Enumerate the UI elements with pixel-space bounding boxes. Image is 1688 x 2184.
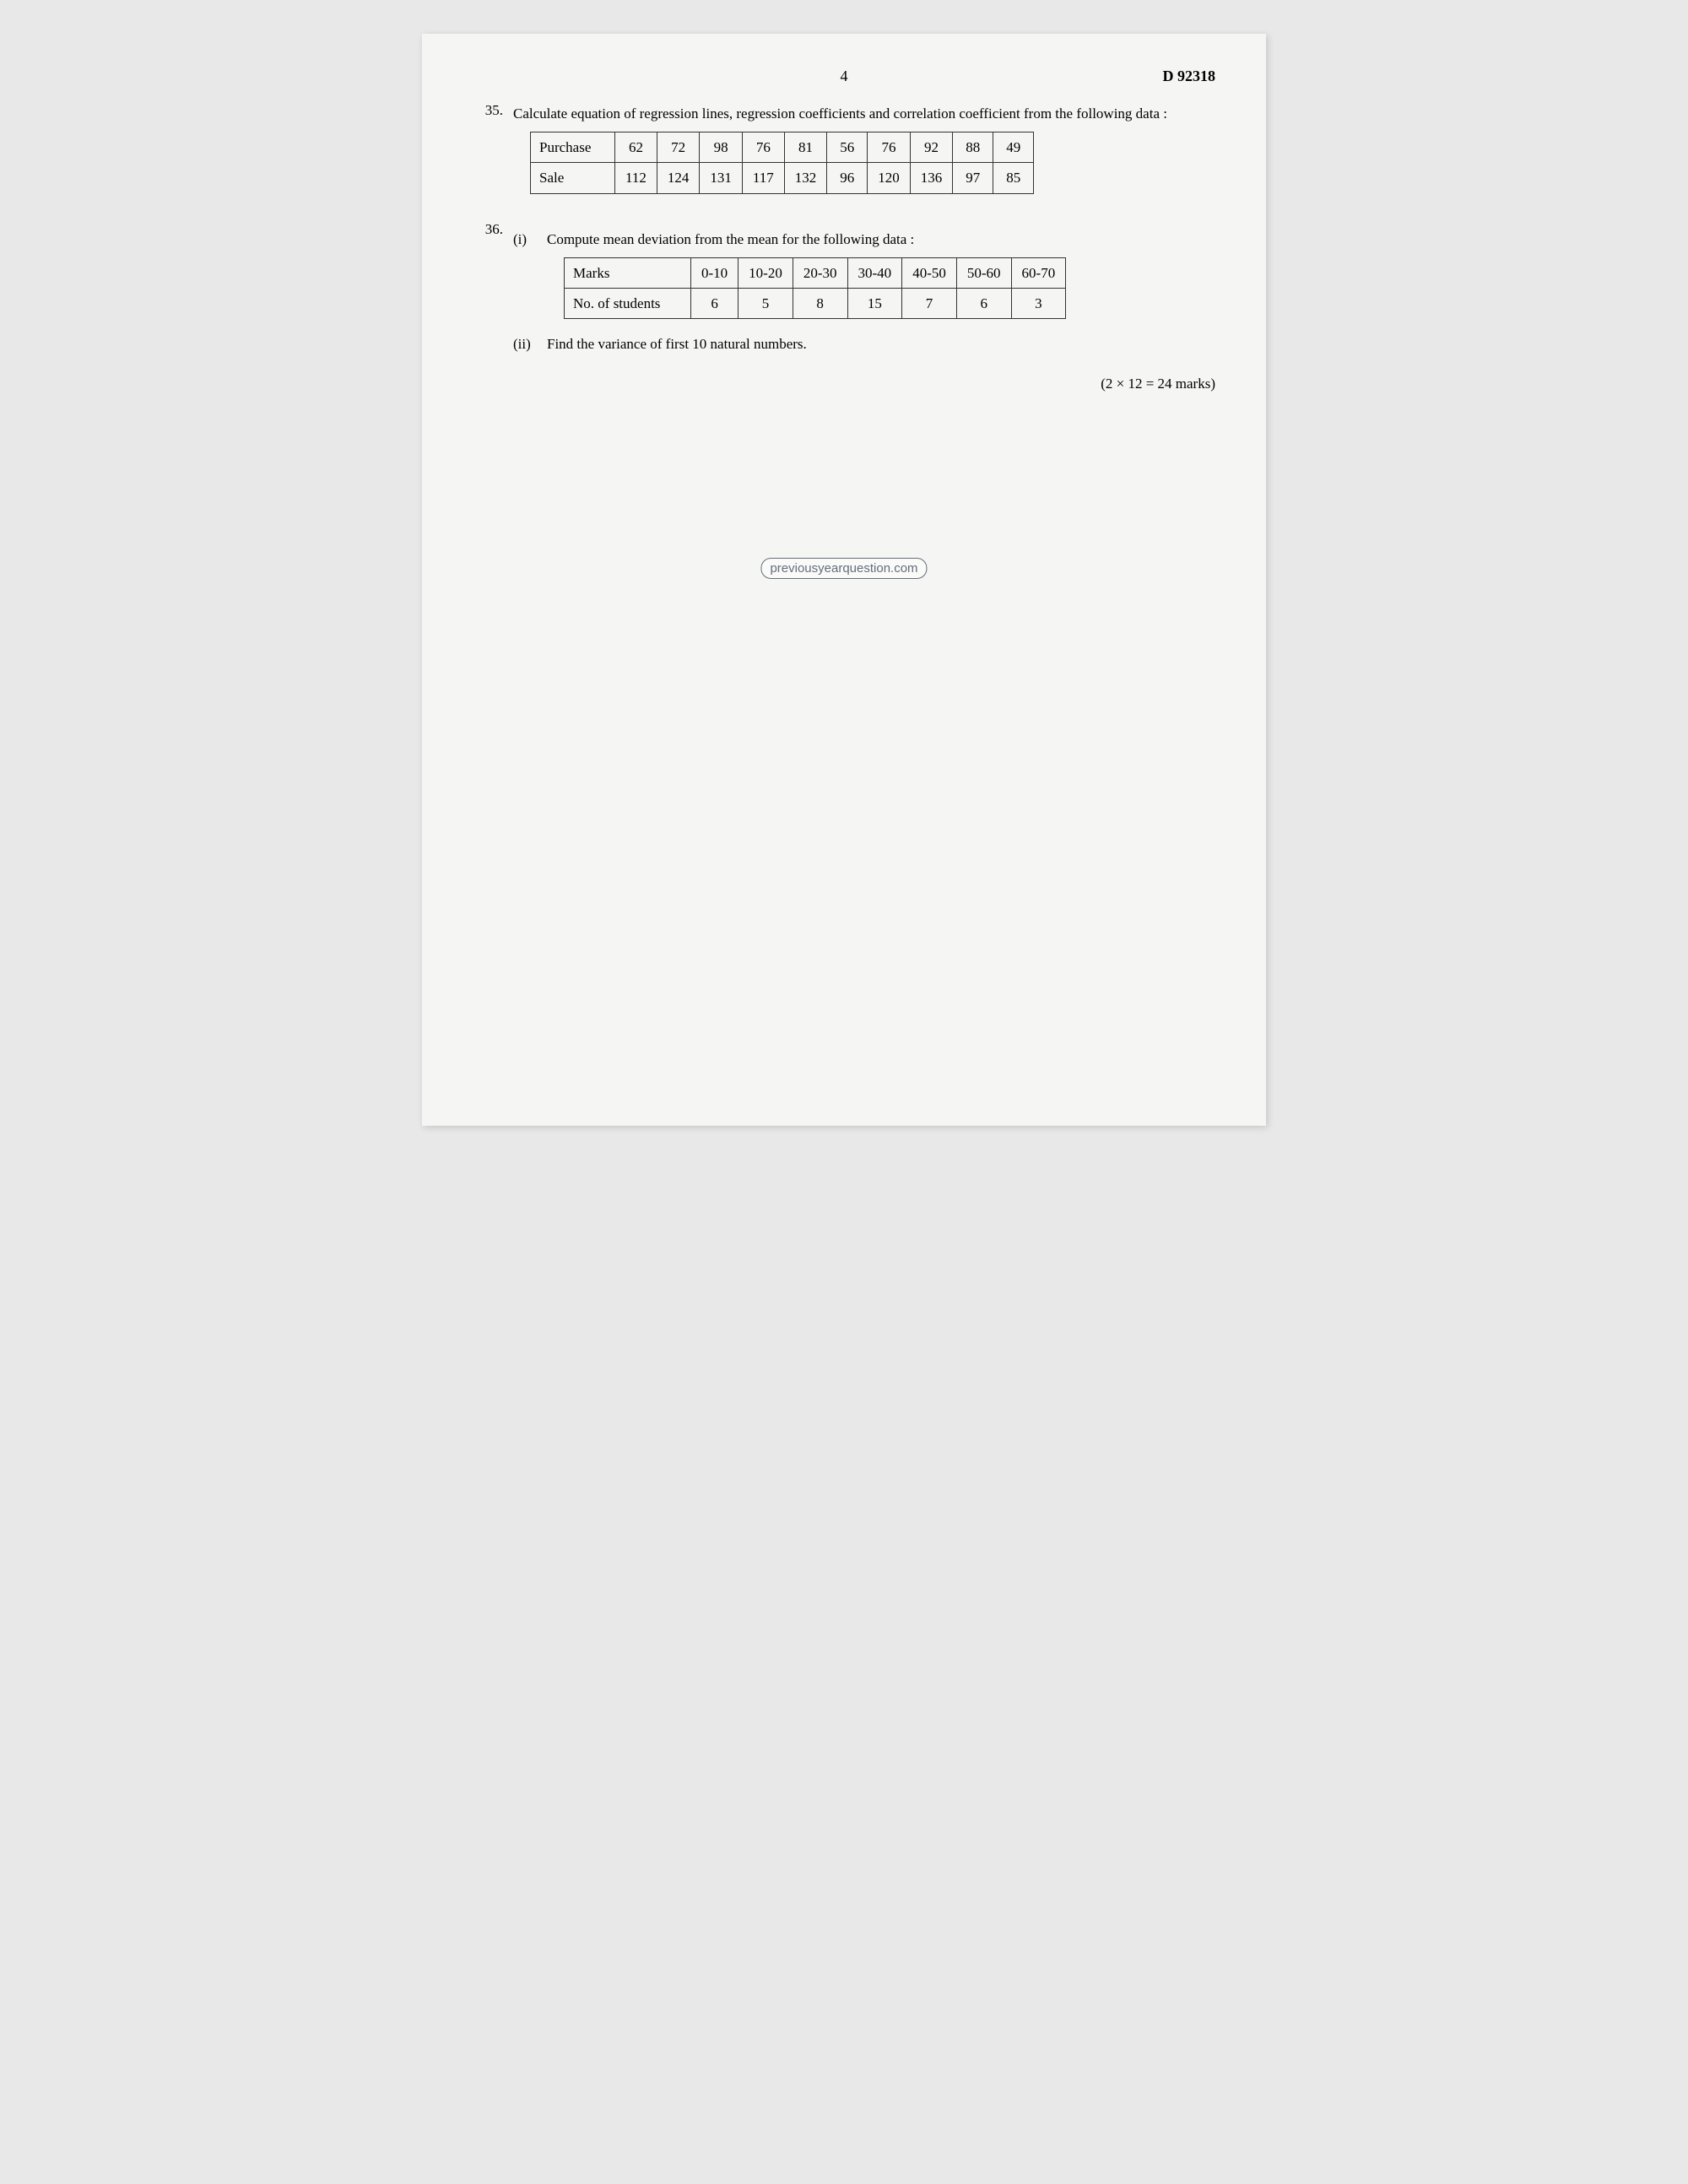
- q36-number: 36.: [473, 221, 513, 238]
- row-label: Purchase: [531, 132, 615, 163]
- q36ii-text: Find the variance of first 10 natural nu…: [547, 332, 1215, 355]
- cell: 49: [993, 132, 1034, 163]
- cell: 92: [910, 132, 953, 163]
- table-row: Purchase 62 72 98 76 81 56 76 92 88 49: [531, 132, 1034, 163]
- cell: 132: [784, 163, 827, 193]
- q35-number: 35.: [473, 102, 513, 119]
- q36i-table: Marks 0-10 10-20 20-30 30-40 40-50 50-60…: [564, 257, 1066, 319]
- cell: 97: [953, 163, 993, 193]
- row-label: Sale: [531, 163, 615, 193]
- cell: 6: [956, 288, 1011, 318]
- cell: 81: [784, 132, 827, 163]
- cell: 62: [615, 132, 657, 163]
- cell: 5: [738, 288, 793, 318]
- cell: 7: [902, 288, 957, 318]
- cell: 112: [615, 163, 657, 193]
- row-label: No. of students: [565, 288, 691, 318]
- page-header: 4 D 92318: [473, 68, 1215, 85]
- sub-label: (i): [513, 228, 547, 327]
- page-number: 4: [841, 68, 848, 85]
- cell: 76: [868, 132, 911, 163]
- cell: 6: [691, 288, 738, 318]
- cell: 72: [657, 132, 700, 163]
- q36-body: (i) Compute mean deviation from the mean…: [513, 221, 1215, 356]
- cell: 8: [793, 288, 847, 318]
- cell: 56: [827, 132, 868, 163]
- question-36: 36. (i) Compute mean deviation from the …: [473, 221, 1215, 356]
- cell: 131: [700, 163, 743, 193]
- question-35: 35. Calculate equation of regression lin…: [473, 102, 1215, 201]
- cell: 85: [993, 163, 1034, 193]
- cell: 15: [847, 288, 902, 318]
- cell: 117: [742, 163, 784, 193]
- document-code: D 92318: [1163, 68, 1216, 85]
- cell: 10-20: [738, 257, 793, 288]
- cell: 88: [953, 132, 993, 163]
- watermark: previousyearquestion.com: [760, 558, 927, 579]
- cell: 76: [742, 132, 784, 163]
- cell: 40-50: [902, 257, 957, 288]
- table-row: No. of students 6 5 8 15 7 6 3: [565, 288, 1066, 318]
- cell: 20-30: [793, 257, 847, 288]
- cell: 120: [868, 163, 911, 193]
- cell: 96: [827, 163, 868, 193]
- cell: 60-70: [1011, 257, 1066, 288]
- marks-allocation: (2 × 12 = 24 marks): [473, 376, 1215, 392]
- cell: 0-10: [691, 257, 738, 288]
- q36-part-i: (i) Compute mean deviation from the mean…: [513, 228, 1215, 327]
- cell: 124: [657, 163, 700, 193]
- cell: 98: [700, 132, 743, 163]
- q35-table: Purchase 62 72 98 76 81 56 76 92 88 49 S…: [530, 132, 1034, 193]
- row-label: Marks: [565, 257, 691, 288]
- cell: 136: [910, 163, 953, 193]
- q35-body: Calculate equation of regression lines, …: [513, 102, 1215, 201]
- table-row: Sale 112 124 131 117 132 96 120 136 97 8…: [531, 163, 1034, 193]
- sub-label: (ii): [513, 332, 547, 355]
- cell: 30-40: [847, 257, 902, 288]
- cell: 3: [1011, 288, 1066, 318]
- cell: 50-60: [956, 257, 1011, 288]
- sub-body: Compute mean deviation from the mean for…: [547, 228, 1215, 327]
- q36-part-ii: (ii) Find the variance of first 10 natur…: [513, 332, 1215, 355]
- exam-page: 4 D 92318 35. Calculate equation of regr…: [422, 34, 1266, 1126]
- q36i-text: Compute mean deviation from the mean for…: [547, 231, 914, 247]
- table-row: Marks 0-10 10-20 20-30 30-40 40-50 50-60…: [565, 257, 1066, 288]
- q35-text: Calculate equation of regression lines, …: [513, 105, 1167, 122]
